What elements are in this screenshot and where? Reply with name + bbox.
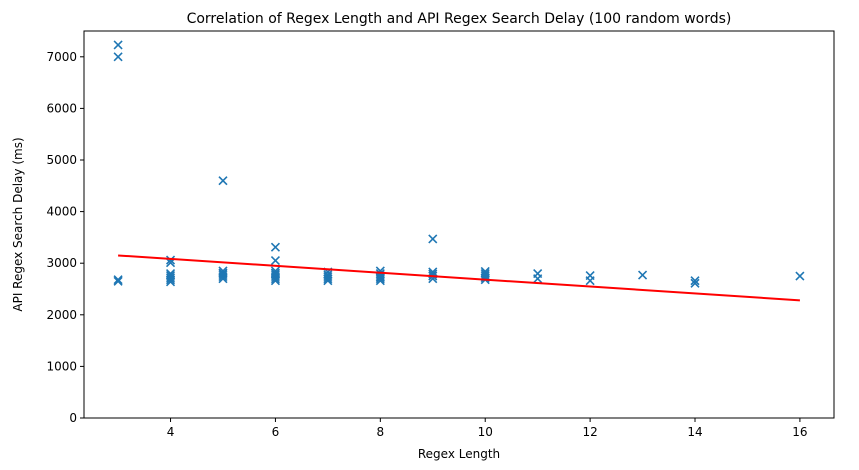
data-point [165,255,176,265]
data-point [375,274,385,284]
y-tick-label: 5000 [46,153,77,167]
y-tick-label: 1000 [46,359,77,373]
data-point [533,274,543,284]
trend-line [118,254,800,302]
data-point [218,269,228,280]
data-point [375,276,385,286]
data-point [638,270,648,280]
data-point [428,267,438,277]
data-point [323,272,333,282]
data-point [323,276,333,286]
data-point [113,52,123,62]
y-tick-label: 3000 [46,256,77,270]
x-tick-label: 8 [377,425,385,439]
chart-title: Correlation of Regex Length and API Rege… [187,11,732,27]
data-point [690,276,700,286]
data-point [585,276,595,286]
data-point [270,276,280,286]
data-point [795,271,805,281]
data-point [323,274,333,284]
y-tick-label: 6000 [46,101,77,115]
y-axis-label: API Regex Search Delay (ms) [11,137,25,311]
data-point [218,272,228,282]
data-point [270,272,280,282]
x-tick-label: 10 [478,425,493,439]
data-point [165,277,176,287]
x-axis-label: Regex Length [418,447,500,461]
data-point [113,40,123,50]
data-point [165,273,176,283]
y-tick-label: 7000 [46,50,77,64]
axis-ticks: 4 6 8 10 12 14 16 0 1000 2000 3000 4000 5000 6000 7000 [46,50,807,439]
data-point [218,176,228,186]
data-point [113,276,123,286]
data-point [480,271,490,281]
data-point [218,274,228,284]
x-tick-label: 6 [272,425,280,439]
data-point [428,234,438,244]
data-point [690,278,700,288]
data-point [375,272,385,282]
y-tick-label: 4000 [46,205,77,219]
trend-line-group [118,254,800,302]
plot-frame [83,30,835,419]
data-point [113,275,123,285]
data-point [270,256,280,266]
data-point [270,274,280,284]
y-tick-label: 2000 [46,308,77,322]
x-tick-label: 4 [167,425,175,439]
x-tick-label: 14 [687,425,702,439]
x-tick-label: 12 [582,425,597,439]
y-tick-label: 0 [69,411,77,425]
data-point [165,275,176,285]
x-tick-label: 16 [792,425,807,439]
data-points [113,40,805,288]
data-point [270,242,280,252]
